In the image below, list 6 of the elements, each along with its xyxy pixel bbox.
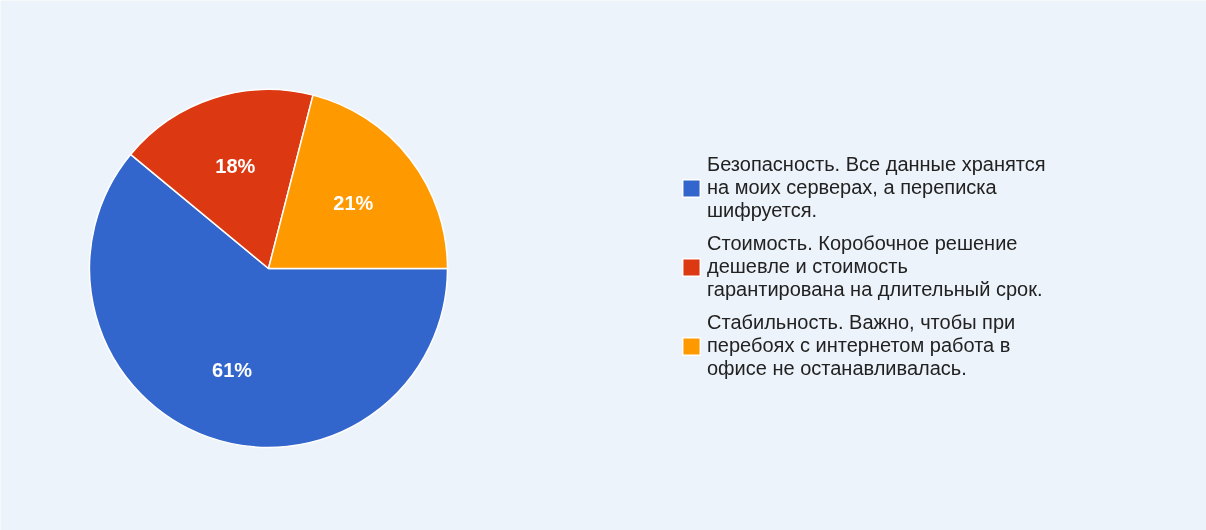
data-label: 21% [333,191,374,214]
data-label: 61% [212,358,253,381]
data-label: 18% [215,155,256,178]
legend-label: Стоимость. Коробочное решение дешевле и стоимость гарантирована на длительный срок. [707,232,1043,301]
legend-label: Стабильность. Важно, чтобы при перебоях с интернетом работа в офисе не останавливалась. [707,311,1016,380]
legend-label: Безопасность. Все данные хранятся на моих серверах, а переписка шифруется. [707,153,1046,222]
